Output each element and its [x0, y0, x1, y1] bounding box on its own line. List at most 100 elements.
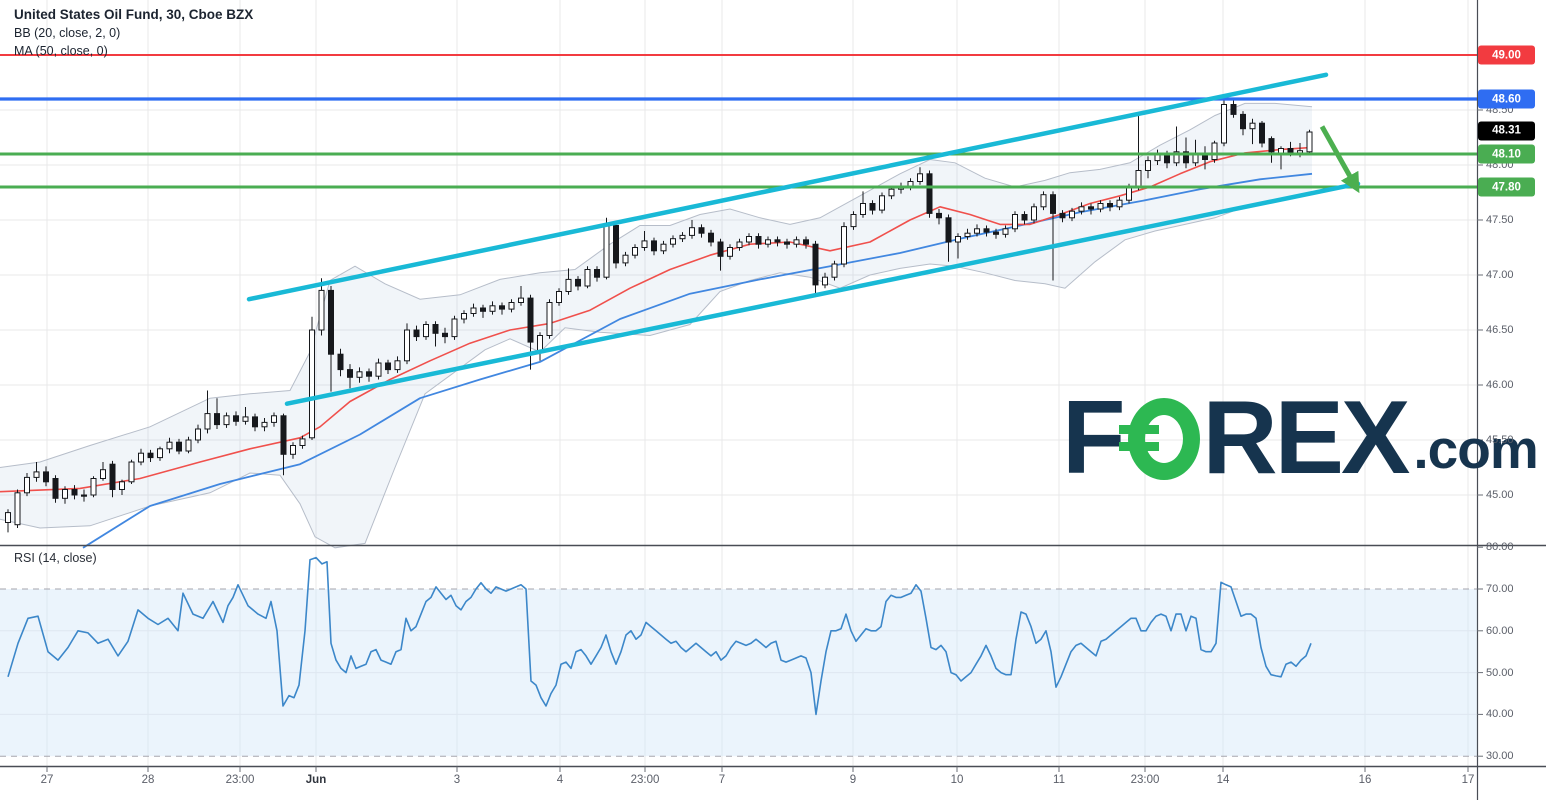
- candle-body: [546, 302, 553, 336]
- candle-body: [964, 232, 971, 237]
- current-price-badge[interactable]: 48.31: [1478, 121, 1535, 141]
- candle-body: [1088, 206, 1094, 210]
- candle-body: [81, 494, 87, 497]
- candle-body: [660, 243, 667, 252]
- candle-body: [508, 302, 515, 310]
- candle-body: [518, 297, 524, 304]
- candle-body: [451, 318, 458, 338]
- candle-body: [90, 478, 97, 496]
- candle-body: [1078, 206, 1085, 212]
- indicator-bb-label[interactable]: BB (20, close, 2, 0): [14, 26, 121, 40]
- level-badge-48.10[interactable]: 48.10: [1478, 144, 1535, 164]
- candle-body: [299, 438, 306, 446]
- candle-body: [423, 324, 429, 338]
- candle-body: [765, 239, 771, 245]
- candle-body: [385, 362, 391, 371]
- bb-upper-line: [0, 102, 1313, 468]
- bb-band-fill: [0, 103, 1312, 548]
- candle-body: [850, 214, 857, 228]
- candle-body: [52, 478, 59, 499]
- candle-body: [622, 254, 629, 264]
- price-axis[interactable]: 48.50 48.00 47.50 47.00 46.50 46.00 45.50 45.00…: [0, 0, 1546, 766]
- candle-body: [746, 236, 752, 243]
- logo-tld: .com: [1413, 418, 1538, 480]
- candle-body: [812, 243, 819, 286]
- candle-body: [879, 195, 885, 211]
- rsi-line: [7, 556, 1312, 716]
- candle-body: [1145, 160, 1151, 172]
- channel-upper-trendline[interactable]: [246, 72, 1329, 302]
- candle-body: [641, 240, 648, 248]
- price-tick-label: 45.00: [1486, 489, 1514, 501]
- candle-body: [176, 441, 182, 452]
- candle-body: [62, 489, 68, 499]
- candle-body: [366, 371, 372, 377]
- candle-body: [470, 307, 477, 314]
- candle-body: [774, 239, 781, 243]
- candle-body: [166, 441, 173, 450]
- candle-body: [271, 415, 277, 423]
- candle-body: [955, 236, 961, 243]
- logo-letter-f: F: [1062, 380, 1126, 496]
- legend: United States Oil Fund, 30, Cboe BZX BB …: [14, 6, 253, 60]
- time-axis[interactable]: 27 28 23:00 Jun 3 4 23:00 7 9 10 11 23:00 14 16 17: [0, 766, 1546, 800]
- level-badge-49.00[interactable]: 49.00: [1478, 45, 1535, 65]
- candle-body: [1173, 151, 1180, 164]
- rsi-tick-label: 30.00: [1486, 750, 1514, 763]
- candle-body: [432, 324, 439, 334]
- time-tick-label: 23:00: [1130, 774, 1160, 786]
- candle-body: [185, 439, 192, 452]
- candle-body: [499, 305, 505, 310]
- candle-body: [670, 238, 676, 245]
- candle-body: [841, 226, 847, 265]
- candle-body: [1240, 113, 1246, 130]
- candle-body: [936, 212, 942, 219]
- candle-body: [1259, 122, 1265, 144]
- candle-body: [831, 263, 838, 278]
- logo-letters-rex: REX: [1202, 380, 1411, 496]
- candle-body: [128, 461, 135, 483]
- forex-logo: F REX .com: [1062, 380, 1539, 496]
- logo-o-euro-icon: [1118, 398, 1200, 480]
- time-tick-label: 16: [1358, 774, 1372, 786]
- candle-body: [394, 360, 401, 371]
- candle-body: [822, 276, 828, 286]
- candle-body: [945, 217, 952, 243]
- price-tick-label: 47.00: [1486, 269, 1514, 281]
- candle-body: [1230, 104, 1237, 115]
- time-tick-label: 11: [1053, 774, 1065, 786]
- down-arrow-annotation[interactable]: [1319, 125, 1360, 194]
- rsi-band-fill: [0, 589, 1477, 757]
- candle-body: [689, 227, 695, 236]
- candle-body: [1221, 104, 1227, 144]
- rsi-tick-label: 50.00: [1486, 666, 1514, 679]
- candle-body: [527, 297, 534, 343]
- candle-body: [119, 481, 125, 490]
- candle-body: [1012, 214, 1018, 230]
- channel-lower-trendline[interactable]: [284, 181, 1361, 406]
- level-badge-48.60[interactable]: 48.60: [1478, 89, 1535, 109]
- candles: [5, 99, 1313, 533]
- candle-body: [337, 353, 344, 371]
- candle-body: [404, 329, 410, 362]
- time-tick-label: 7: [718, 774, 726, 786]
- level-badge-47.80[interactable]: 47.80: [1478, 177, 1535, 197]
- symbol-title[interactable]: United States Oil Fund, 30, Cboe BZX: [14, 7, 254, 22]
- candle-body: [309, 329, 315, 439]
- candle-body: [290, 445, 296, 455]
- candle-body: [888, 188, 895, 197]
- indicator-ma-label[interactable]: MA (50, close, 0): [14, 44, 108, 58]
- candle-body: [556, 291, 562, 303]
- time-tick-label: 14: [1216, 774, 1230, 786]
- candle-body: [1002, 228, 1009, 235]
- price-tick-label: 46.50: [1486, 324, 1514, 336]
- time-tick-label: 3: [453, 774, 461, 786]
- rsi-indicator-label[interactable]: RSI (14, close): [14, 551, 97, 565]
- candle-body: [1183, 151, 1189, 164]
- candle-body: [24, 476, 30, 494]
- price-tick-label: 46.00: [1486, 379, 1514, 391]
- time-tick-label: 4: [556, 774, 564, 786]
- candle-body: [727, 247, 733, 257]
